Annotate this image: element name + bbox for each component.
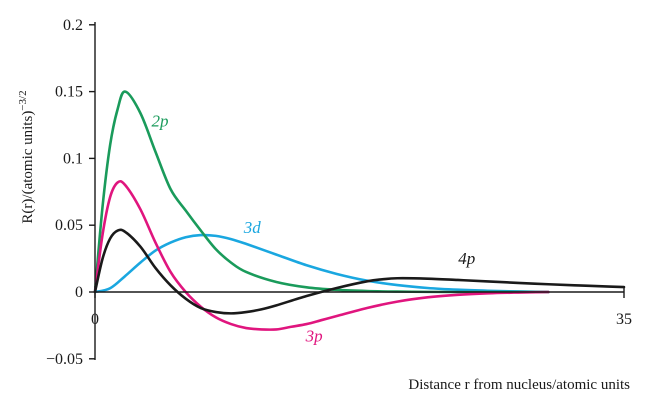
y-tick-label: 0.2 (63, 17, 83, 34)
y-axis-title-main: R(r)/(atomic units) (20, 111, 36, 224)
x-axis-title: Distance r from nucleus/atomic units (408, 377, 630, 393)
series-label-3p: 3p (305, 326, 323, 345)
series-3p-line (93, 179, 550, 331)
y-tick-label: 0.15 (55, 84, 83, 101)
series-4p-line (93, 228, 626, 315)
x-tick-label: 0 (91, 311, 99, 328)
labels-layer: 2p 3p 3d 4p (151, 111, 475, 345)
series-3d-line (93, 233, 550, 294)
curves-layer (93, 90, 626, 331)
y-axis-title: R(r)/(atomic units)−3/2 (17, 90, 36, 223)
series-label-3d: 3d (243, 218, 262, 237)
series-label-2p: 2p (151, 111, 168, 130)
y-tick-label: 0.1 (63, 150, 83, 167)
y-tick-label: −0.05 (46, 351, 83, 368)
y-tick-label: 0.05 (55, 217, 83, 234)
y-axis-title-exponent: −3/2 (17, 90, 29, 110)
x-tick-label: 35 (616, 311, 632, 328)
axes-layer (94, 22, 624, 360)
y-tick-label: 0 (75, 284, 83, 301)
ticks-layer: −0.05 0 0.05 0.1 0.15 0.2 0 35 (46, 17, 632, 368)
series-label-4p: 4p (458, 249, 475, 268)
